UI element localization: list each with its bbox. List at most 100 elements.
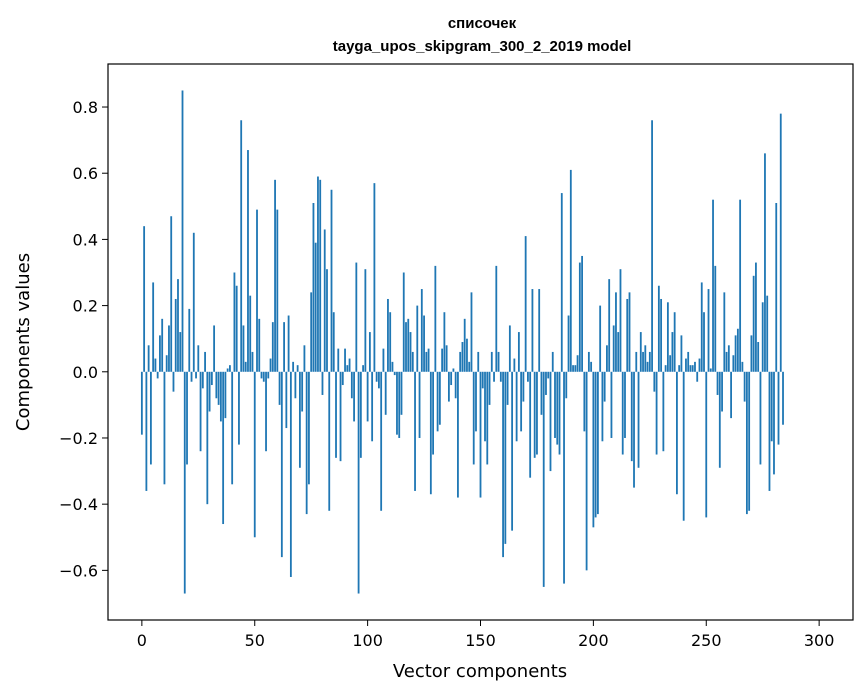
bar-204 — [601, 371, 604, 442]
bar-174 — [533, 371, 536, 458]
bar-103 — [373, 183, 376, 372]
bar-129 — [432, 371, 434, 455]
bar-175 — [536, 371, 538, 455]
y-tick-label: 0.4 — [73, 230, 98, 249]
x-tick-label: 100 — [352, 631, 383, 650]
bar-254 — [714, 265, 717, 372]
bar-128 — [429, 371, 432, 495]
bar-191 — [572, 365, 574, 372]
bar-269 — [748, 371, 751, 511]
bar-15 — [174, 298, 177, 372]
bar-249 — [703, 312, 705, 372]
bar-251 — [707, 289, 710, 372]
bar-60 — [276, 209, 279, 372]
bar-113 — [396, 371, 398, 435]
bar-235 — [671, 332, 674, 372]
bar-32 — [213, 325, 216, 372]
bar-56 — [267, 371, 270, 379]
bar-105 — [378, 371, 380, 389]
bar-250 — [705, 371, 708, 518]
bar-49 — [251, 351, 254, 372]
bar-78 — [317, 176, 319, 372]
bar-69 — [296, 365, 299, 372]
bar-233 — [666, 302, 669, 372]
x-tick-label: 200 — [578, 631, 609, 650]
bar-135 — [445, 345, 448, 372]
bar-17 — [179, 332, 182, 372]
bar-72 — [303, 345, 306, 372]
bar-98 — [362, 365, 365, 372]
y-axis-ticks: −0.6 −0.4 −0.2 0.0 0.2 0.4 0.6 0.8 — [59, 98, 108, 580]
bar-96 — [357, 371, 360, 594]
bar-12 — [168, 325, 170, 372]
bar-220 — [637, 371, 640, 468]
bar-24 — [195, 371, 197, 379]
bar-272 — [755, 262, 757, 372]
bar-74 — [308, 371, 310, 485]
bar-202 — [596, 371, 599, 515]
bar-40 — [231, 371, 234, 485]
bar-27 — [201, 371, 204, 389]
bar-55 — [265, 371, 267, 452]
bar-197 — [585, 371, 588, 571]
bar-132 — [438, 371, 441, 425]
bar-44 — [240, 120, 243, 372]
bar-153 — [486, 371, 489, 465]
bar-173 — [531, 289, 534, 372]
bar-97 — [359, 371, 362, 458]
bar-112 — [393, 371, 396, 376]
bar-23 — [192, 232, 195, 372]
bar-42 — [235, 285, 238, 372]
bar-169 — [522, 371, 525, 402]
bar-68 — [294, 371, 297, 399]
bar-280 — [773, 371, 775, 475]
bar-189 — [567, 315, 570, 372]
bar-95 — [355, 262, 358, 372]
bar-264 — [736, 328, 739, 372]
bar-281 — [775, 203, 778, 372]
bar-125 — [423, 315, 425, 372]
bar-200 — [592, 371, 595, 528]
bar-137 — [450, 371, 453, 386]
bar-164 — [511, 371, 514, 531]
bar-228 — [655, 371, 658, 455]
bar-100 — [366, 371, 369, 422]
chart-title-line-2: tayga_upos_skipgram_300_2_2019 model — [333, 38, 632, 55]
bar-255 — [716, 371, 719, 395]
bar-86 — [335, 371, 337, 458]
bar-14 — [172, 371, 175, 392]
bar-271 — [752, 275, 755, 372]
bar-242 — [687, 351, 690, 372]
bar-19 — [183, 371, 186, 594]
bar-1 — [143, 226, 146, 372]
bar-248 — [700, 282, 703, 372]
y-tick-label: 0.0 — [73, 363, 98, 382]
bar-265 — [739, 199, 742, 372]
bar-39 — [229, 365, 231, 372]
bar-212 — [619, 269, 622, 372]
bar-118 — [407, 318, 410, 372]
bar-208 — [610, 371, 613, 438]
bar-223 — [644, 345, 647, 372]
bar-252 — [709, 368, 712, 372]
y-tick-label: −0.6 — [59, 561, 98, 580]
bar-253 — [712, 199, 714, 372]
bar-91 — [346, 365, 349, 372]
bar-52 — [258, 318, 261, 372]
bar-263 — [734, 335, 737, 372]
bar-156 — [493, 371, 495, 382]
bar-158 — [497, 351, 500, 372]
bar-244 — [691, 365, 694, 372]
bar-201 — [594, 371, 597, 518]
bar-217 — [630, 371, 633, 462]
bar-237 — [676, 371, 678, 495]
bar-151 — [481, 371, 484, 389]
bar-10 — [163, 371, 166, 485]
bar-13 — [170, 216, 173, 372]
bar-194 — [578, 262, 581, 372]
bar-273 — [757, 342, 760, 372]
bar-171 — [527, 371, 529, 382]
bar-122 — [416, 305, 419, 372]
bar-221 — [639, 332, 642, 372]
